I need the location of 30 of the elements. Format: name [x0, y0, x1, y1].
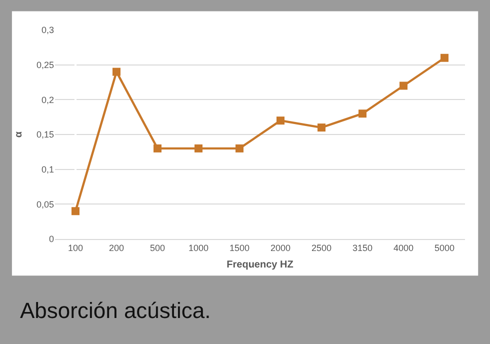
- y-tick-label: 0,2: [41, 94, 54, 105]
- y-tick-label: 0,25: [36, 60, 54, 70]
- x-tick-label: 4000: [393, 242, 414, 253]
- point: [72, 207, 80, 216]
- point: [112, 68, 120, 76]
- point: [194, 144, 202, 152]
- y-axis-title: α: [13, 130, 24, 138]
- x-tick-label: 2500: [311, 242, 332, 253]
- y-tick-label: 0,05: [36, 199, 54, 210]
- text: Absorción acústica.: [20, 298, 211, 323]
- point: [154, 144, 162, 152]
- x-tick-label: 200: [108, 242, 124, 253]
- x-tick-label: 3150: [352, 242, 373, 253]
- y-tick-label: 0: [48, 234, 54, 244]
- point: [318, 124, 326, 132]
- point: [276, 116, 284, 125]
- point: [400, 82, 408, 90]
- point: [236, 144, 244, 152]
- x-tick-label: 1500: [229, 242, 250, 253]
- x-tick-label: 5000: [434, 242, 455, 253]
- x-tick-label: 2000: [270, 242, 291, 253]
- y-tick-label: 0,3: [41, 25, 54, 36]
- x-tick-label: 1000: [188, 242, 209, 253]
- x-axis-title: Frequency HZ: [226, 259, 294, 270]
- y-tick-label: 0,15: [36, 130, 54, 140]
- x-tick-label: 500: [150, 242, 166, 253]
- y-tick-label: 0,1: [41, 164, 54, 174]
- x-tick-label: 100: [68, 242, 84, 253]
- point: [358, 110, 366, 118]
- point: [440, 54, 448, 62]
